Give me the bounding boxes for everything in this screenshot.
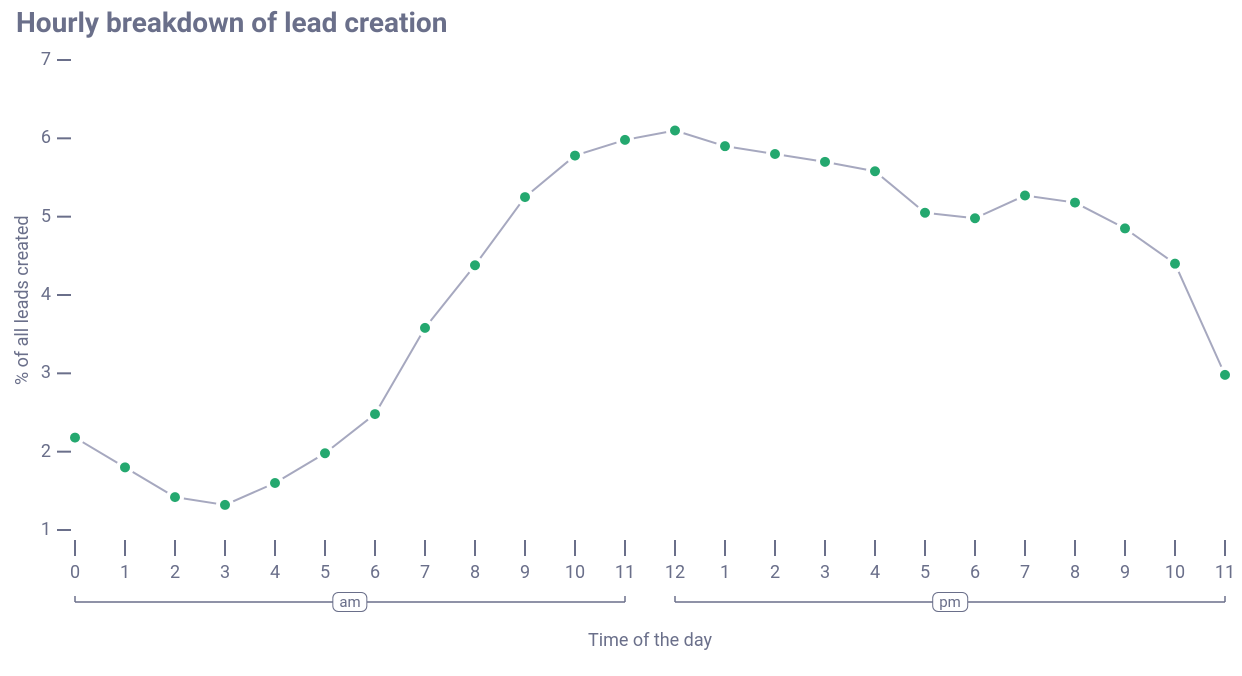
- x-tick-label: 2: [170, 562, 180, 583]
- y-tick-label: 6: [27, 127, 51, 148]
- x-tick-label: 11: [1215, 562, 1235, 583]
- x-tick-label: 2: [770, 562, 780, 583]
- x-tick-label: 6: [970, 562, 980, 583]
- x-tick-label: 8: [1070, 562, 1080, 583]
- x-tick-label: 3: [220, 562, 230, 583]
- x-tick-label: 12: [665, 562, 685, 583]
- x-tick-label: 9: [1120, 562, 1130, 583]
- y-tick-label: 1: [27, 519, 51, 540]
- y-tick-label: 3: [27, 362, 51, 383]
- y-tick-label: 2: [27, 441, 51, 462]
- x-tick-label: 0: [70, 562, 80, 583]
- y-tick-label: 7: [27, 49, 51, 70]
- x-tick-label: 3: [820, 562, 830, 583]
- x-tick-label: 9: [520, 562, 530, 583]
- x-tick-label: 4: [870, 562, 880, 583]
- x-tick-label: 10: [1165, 562, 1185, 583]
- x-tick-label: 4: [270, 562, 280, 583]
- x-tick-label: 1: [720, 562, 730, 583]
- x-tick-label: 7: [420, 562, 430, 583]
- x-tick-label: 5: [320, 562, 330, 583]
- x-tick-label: 7: [1020, 562, 1030, 583]
- x-tick-label: 11: [615, 562, 635, 583]
- x-tick-label: 8: [470, 562, 480, 583]
- y-tick-label: 5: [27, 206, 51, 227]
- x-tick-label: 6: [370, 562, 380, 583]
- x-tick-label: 1: [120, 562, 130, 583]
- period-label-am: am: [332, 592, 367, 612]
- y-tick-label: 4: [27, 284, 51, 305]
- x-tick-label: 10: [565, 562, 585, 583]
- period-label-pm: pm: [932, 592, 968, 612]
- x-tick-label: 5: [920, 562, 930, 583]
